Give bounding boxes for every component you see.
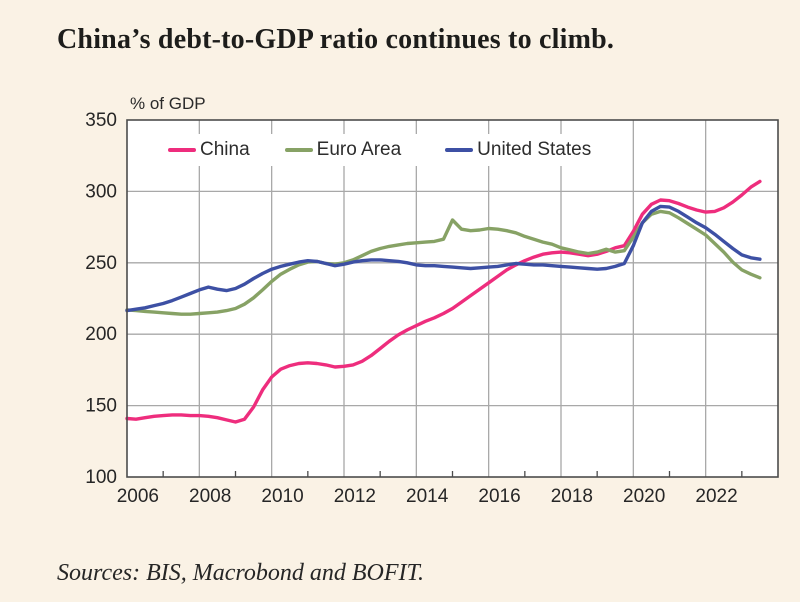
legend-label-china: China bbox=[200, 139, 250, 160]
y-tick-label: 350 bbox=[85, 110, 117, 131]
y-axis-unit-label: % of GDP bbox=[130, 94, 206, 113]
x-tick-label: 2008 bbox=[189, 486, 231, 507]
y-tick-label: 100 bbox=[85, 467, 117, 488]
legend-item-china: China bbox=[168, 139, 250, 161]
x-tick-label: 2010 bbox=[261, 486, 303, 507]
legend-label-euro-area: Euro Area bbox=[316, 139, 402, 160]
x-tick-label: 2020 bbox=[623, 486, 665, 507]
y-tick-label: 300 bbox=[85, 181, 117, 202]
china-line-swatch-icon bbox=[168, 148, 196, 152]
euro-area-line-swatch-icon bbox=[284, 148, 313, 152]
series-line-china bbox=[125, 179, 762, 424]
chart-title: China’s debt-to-GDP ratio continues to c… bbox=[57, 24, 615, 55]
legend-item-euro-area: Euro Area bbox=[284, 139, 402, 161]
x-tick-label: 2006 bbox=[117, 486, 159, 507]
x-tick-label: 2014 bbox=[406, 486, 449, 507]
series-line-euro-area bbox=[125, 209, 762, 316]
series-line-united-states bbox=[125, 204, 762, 313]
plot-background bbox=[127, 120, 778, 477]
legend-item-united-states: United States bbox=[445, 139, 591, 161]
x-tick-label: 2012 bbox=[334, 486, 376, 507]
source-note: Sources: BIS, Macrobond and BOFIT. bbox=[57, 560, 425, 586]
legend-label-united-states: United States bbox=[477, 139, 592, 160]
y-tick-label: 200 bbox=[85, 324, 117, 345]
y-tick-label: 150 bbox=[85, 396, 117, 417]
x-tick-label: 2018 bbox=[551, 486, 593, 507]
x-tick-label: 2022 bbox=[695, 486, 737, 507]
y-tick-label: 250 bbox=[85, 253, 117, 274]
x-tick-label: 2016 bbox=[478, 486, 520, 507]
united-states-line-swatch-icon bbox=[445, 148, 474, 152]
chart-legend: China Euro Area United States bbox=[160, 134, 602, 166]
plot-border bbox=[126, 119, 779, 478]
